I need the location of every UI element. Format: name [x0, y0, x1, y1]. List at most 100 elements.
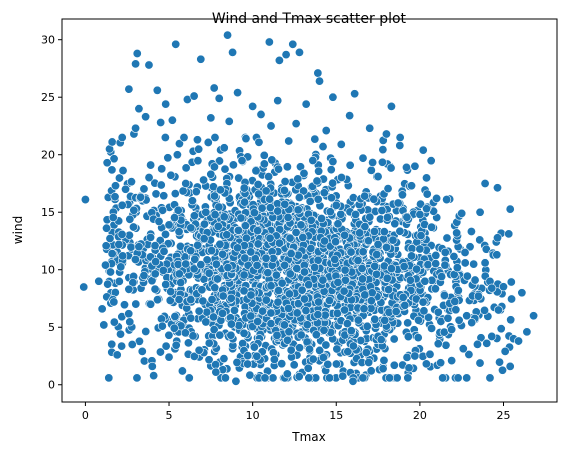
scatter-point — [232, 357, 242, 367]
scatter-point — [424, 312, 434, 322]
scatter-point — [373, 239, 383, 249]
scatter-point — [211, 360, 221, 370]
scatter-point — [357, 274, 367, 284]
scatter-point — [253, 226, 263, 236]
scatter-point — [318, 142, 328, 152]
scatter-point — [467, 318, 477, 328]
scatter-point — [219, 212, 229, 222]
scatter-point — [413, 333, 423, 343]
scatter-point — [124, 284, 134, 294]
scatter-point — [161, 99, 171, 109]
scatter-point — [210, 132, 220, 142]
scatter-point — [361, 348, 371, 358]
scatter-point — [231, 376, 241, 386]
scatter-point — [338, 371, 348, 381]
scatter-point — [350, 89, 360, 99]
scatter-point — [283, 212, 293, 222]
scatter-point — [280, 199, 290, 209]
scatter-point — [442, 195, 452, 205]
scatter-point — [213, 221, 223, 231]
scatter-point — [141, 112, 151, 122]
scatter-point — [259, 159, 269, 169]
scatter-point — [353, 315, 363, 325]
scatter-point — [171, 340, 181, 350]
scatter-point — [415, 209, 425, 219]
scatter-point — [125, 317, 135, 327]
scatter-point — [325, 373, 335, 383]
scatter-point — [279, 185, 289, 195]
scatter-point — [313, 194, 323, 204]
scatter-point — [282, 369, 292, 379]
scatter-point — [101, 241, 111, 251]
scatter-point — [420, 276, 430, 286]
scatter-point — [154, 216, 164, 226]
scatter-point — [192, 135, 202, 145]
scatter-point — [263, 268, 273, 278]
scatter-point — [240, 253, 250, 263]
scatter-point — [301, 99, 311, 109]
scatter-point — [370, 261, 380, 271]
scatter-point — [475, 358, 485, 368]
scatter-point — [271, 270, 281, 280]
scatter-point — [522, 327, 532, 337]
scatter-point — [294, 192, 304, 202]
scatter-point — [430, 284, 440, 294]
scatter-point — [209, 162, 219, 172]
scatter-point — [256, 109, 266, 119]
scatter-point — [193, 240, 203, 250]
scatter-point — [388, 235, 398, 245]
scatter-point — [313, 68, 323, 78]
scatter-point — [292, 263, 302, 273]
scatter-point — [157, 164, 167, 174]
scatter-point — [348, 376, 358, 386]
scatter-point — [186, 295, 196, 305]
y-axis-label: wind — [11, 216, 25, 244]
scatter-point — [246, 290, 256, 300]
scatter-point — [315, 76, 325, 86]
scatter-point — [161, 341, 171, 351]
scatter-point — [126, 177, 136, 187]
scatter-point — [260, 373, 270, 383]
scatter-point — [475, 207, 485, 217]
scatter-point — [156, 118, 166, 128]
scatter-point — [282, 162, 292, 172]
scatter-point — [240, 197, 250, 207]
scatter-point — [194, 144, 204, 154]
scatter-point — [190, 254, 200, 264]
scatter-point — [336, 139, 346, 149]
scatter-point — [102, 223, 112, 233]
scatter-point — [418, 145, 428, 155]
scatter-point — [395, 141, 405, 151]
scatter-point — [252, 260, 262, 270]
scatter-point — [146, 299, 156, 309]
y-tick-label: 5 — [48, 321, 55, 334]
scatter-point — [493, 233, 503, 243]
scatter-point — [379, 355, 389, 365]
scatter-point — [147, 361, 157, 371]
scatter-point — [390, 219, 400, 229]
scatter-point — [248, 101, 258, 111]
x-tick-label: 10 — [246, 409, 260, 422]
scatter-point — [261, 253, 271, 263]
scatter-point — [469, 259, 479, 269]
scatter-point — [288, 39, 298, 49]
scatter-point — [152, 85, 162, 95]
scatter-point — [340, 305, 350, 315]
scatter-point — [159, 246, 169, 256]
axes — [61, 18, 558, 403]
scatter-point — [131, 123, 141, 133]
scatter-point — [206, 113, 216, 123]
scatter-point — [164, 352, 174, 362]
scatter-point — [146, 232, 156, 242]
scatter-point — [293, 205, 303, 215]
scatter-point — [389, 360, 399, 370]
scatter-point — [418, 297, 428, 307]
scatter-point — [103, 279, 113, 289]
scatter-point — [127, 339, 137, 349]
y-ticks: 0 5 10 15 20 25 30 — [41, 34, 62, 392]
scatter-point — [330, 254, 340, 264]
scatter-point — [174, 227, 184, 237]
scatter-point — [416, 231, 426, 241]
scatter-point — [498, 365, 508, 375]
scatter-point — [355, 228, 365, 238]
